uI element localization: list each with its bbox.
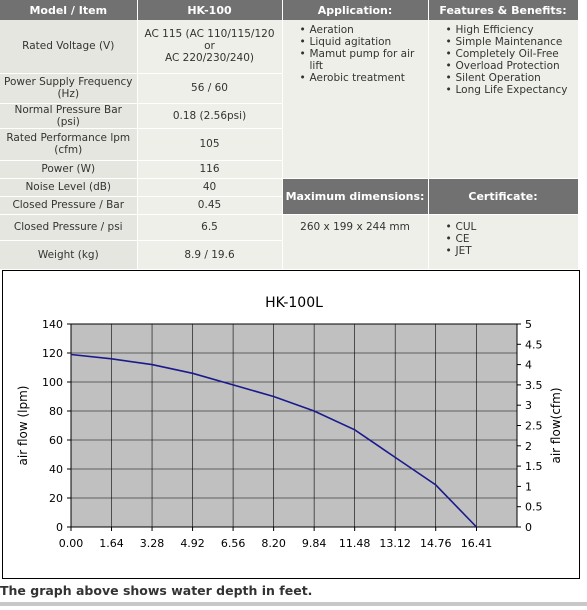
feature-item: Completely Oil-Free: [446, 48, 575, 60]
certificate-item: CE: [446, 233, 575, 245]
series-line: [70, 353, 478, 528]
certificate-header: Certificate:: [428, 178, 579, 215]
y2-tick-label: 4: [525, 359, 532, 372]
y2-tick-label: 3: [525, 399, 532, 412]
x-tick-label: 1.64: [99, 537, 124, 550]
x-tick-label: 3.28: [140, 537, 165, 550]
feature-item: Silent Operation: [446, 72, 575, 84]
x-tick-label: 8.20: [261, 537, 286, 550]
header-features: Features & Benefits:: [428, 0, 579, 20]
header-model: HK-100: [137, 0, 283, 20]
row-value: 105: [137, 128, 283, 161]
application-item: Aeration: [300, 24, 425, 36]
row-label: Rated Performance lpm (cfm): [0, 128, 138, 161]
chart-title: HK-100L: [265, 295, 323, 311]
y2-tick-label: 3.5: [525, 379, 543, 392]
feature-item: Long Life Expectancy: [446, 84, 575, 96]
row-value: 6.5: [137, 214, 283, 241]
row-value: 56 / 60: [137, 73, 283, 104]
row-label: Normal Pressure Bar (psi): [0, 103, 138, 129]
max-dimensions-header: Maximum dimensions:: [282, 178, 429, 215]
row-label: Power (W): [0, 160, 138, 179]
chart: 0 20 40 60 80 100 120 140 0 0.5 1 1.5 2 2.5 3 3.5 4 4.5 5 0…: [16, 295, 563, 550]
row-value: 116: [137, 160, 283, 179]
y2-tick-label: 2: [525, 440, 532, 453]
y2-tick-label: 1.5: [525, 460, 543, 473]
header-application: Application:: [282, 0, 429, 20]
application-item: Mamut pump for air lift: [300, 48, 425, 72]
certificate-item: JET: [446, 245, 575, 257]
y2-tick-label: 1: [525, 480, 532, 493]
y2-tick-label: 0: [525, 521, 532, 534]
certificate-item: CUL: [446, 221, 575, 233]
row-label: Power Supply Frequency (Hz): [0, 73, 138, 104]
features-cell: High Efficiency Simple Maintenance Compl…: [428, 20, 579, 179]
certificate-list: CUL CE JET: [432, 221, 575, 257]
spec-table: Model / Item HK-100 Application: Feature…: [0, 0, 579, 270]
y-axis-label: air flow (lpm): [16, 386, 30, 466]
y2-tick-label: 4.5: [525, 338, 543, 351]
bottom-divider: [0, 602, 587, 606]
row-value: 0.18 (2.56psi): [137, 103, 283, 129]
y-tick-label: 120: [42, 347, 63, 360]
x-tick-label: 4.92: [180, 537, 205, 550]
row-label: Closed Pressure / psi: [0, 214, 138, 241]
chart-frame: 0 20 40 60 80 100 120 140 0 0.5 1 1.5 2 2.5 3 3.5 4 4.5 5 0…: [2, 270, 580, 579]
y-tick-label: 80: [49, 405, 63, 418]
graph-caption: The graph above shows water depth in fee…: [0, 583, 313, 598]
row-label: Closed Pressure / Bar: [0, 196, 138, 215]
row-value: 8.9 / 19.6: [137, 240, 283, 270]
y-tick-label: 100: [42, 376, 63, 389]
features-list: High Efficiency Simple Maintenance Compl…: [432, 24, 575, 96]
application-cell: Aeration Liquid agitation Mamut pump for…: [282, 20, 429, 179]
feature-item: Overload Protection: [446, 60, 575, 72]
y-tick-label: 140: [42, 318, 63, 331]
x-tick-label: 11.48: [339, 537, 371, 550]
row-value: 40: [137, 178, 283, 197]
row-label: Noise Level (dB): [0, 178, 138, 197]
y2-tick-label: 2.5: [525, 420, 543, 433]
x-tick-label: 13.12: [379, 537, 411, 550]
y2-tick-label: 0.5: [525, 501, 543, 514]
feature-item: Simple Maintenance: [446, 36, 575, 48]
x-tick-label: 6.56: [221, 537, 246, 550]
y-tick-label: 0: [56, 521, 63, 534]
row-value: 0.45: [137, 196, 283, 215]
application-list: Aeration Liquid agitation Mamut pump for…: [286, 24, 425, 84]
x-tick-label: 9.84: [302, 537, 327, 550]
header-model-item: Model / Item: [0, 0, 138, 20]
y-tick-label: 60: [49, 434, 63, 447]
plot-area: [70, 323, 518, 528]
certificate-cell: CUL CE JET: [428, 214, 579, 270]
row-label: Weight (kg): [0, 240, 138, 270]
application-item: Aerobic treatment: [300, 72, 425, 84]
x-tick-label: 0.00: [59, 537, 84, 550]
max-dimensions-value: 260 x 199 x 244 mm: [282, 214, 429, 270]
y-tick-label: 40: [49, 463, 63, 476]
application-item: Liquid agitation: [300, 36, 425, 48]
row-value: AC 115 (AC 110/115/120 or AC 220/230/240…: [137, 20, 283, 74]
x-tick-label: 16.41: [461, 537, 493, 550]
y2-axis-label: air flow(cfm): [549, 387, 563, 463]
feature-item: High Efficiency: [446, 24, 575, 36]
row-label: Rated Voltage (V): [0, 20, 138, 74]
x-tick-label: 14.76: [420, 537, 452, 550]
y-tick-label: 20: [49, 492, 63, 505]
y2-tick-label: 5: [525, 318, 532, 331]
